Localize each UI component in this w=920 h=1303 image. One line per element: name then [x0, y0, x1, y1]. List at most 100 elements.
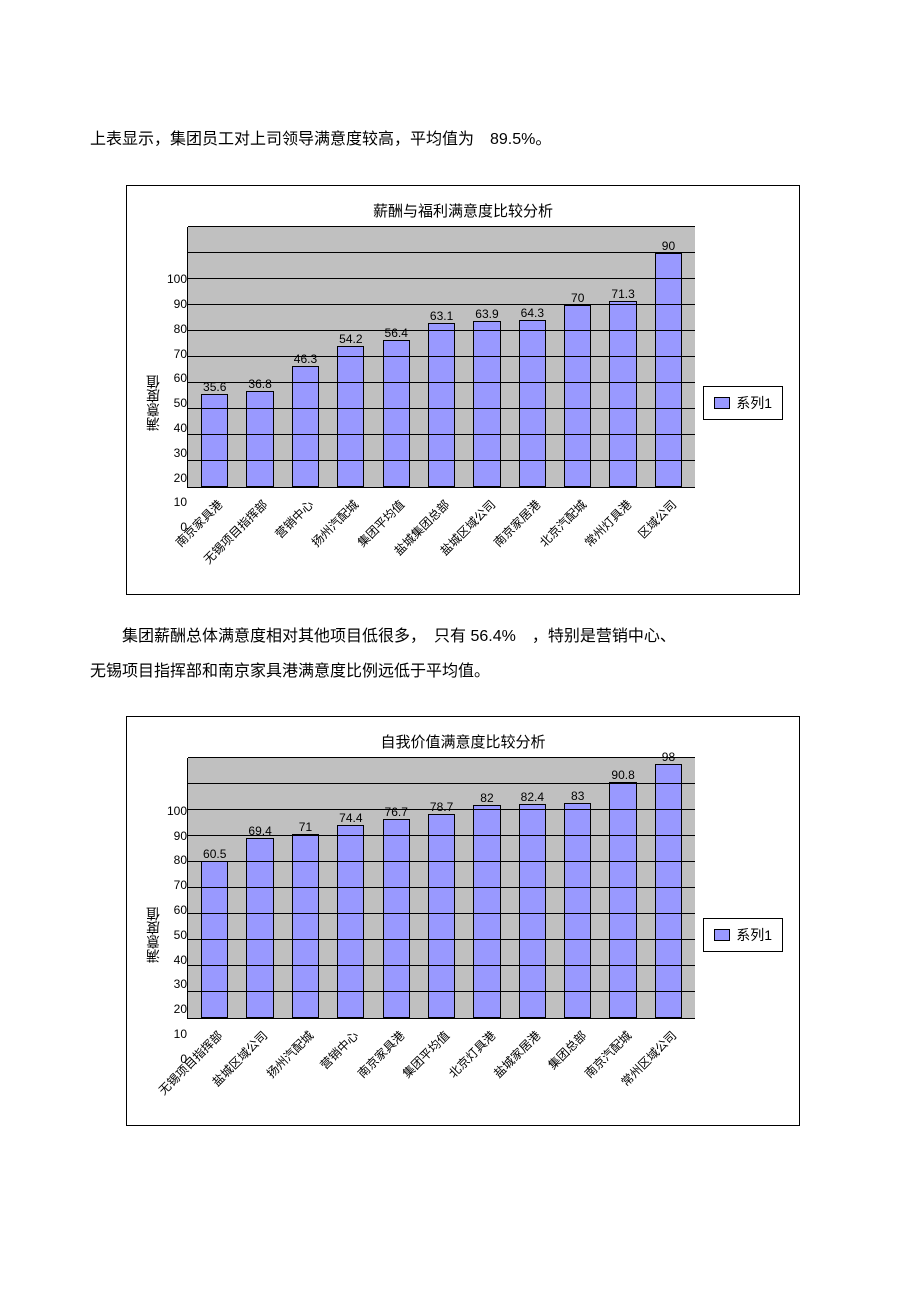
bar: 63.9 — [473, 321, 500, 487]
grid-line — [188, 757, 695, 758]
bar: 98 — [655, 764, 682, 1019]
chart2-plot: 60.5 69.4 71 74.4 76.7 78.7 82 82.4 83 90.8 98 — [187, 758, 695, 1019]
bar-value-label: 82.4 — [521, 790, 544, 804]
bar-value-label: 46.3 — [294, 352, 317, 366]
bar: 36.8 — [246, 391, 273, 487]
bar-slot: 76.7 — [374, 758, 419, 1018]
bar: 64.3 — [519, 320, 546, 487]
bar-value-label: 90 — [662, 239, 675, 253]
bar-slot: 56.4 — [374, 227, 419, 487]
grid-line — [188, 965, 695, 966]
bar-value-label: 54.2 — [339, 332, 362, 346]
intro-text: 上表显示，集团员工对上司领导满意度较高，平均值为 89.5%。 — [90, 126, 830, 155]
y-tick: 100 — [167, 273, 187, 285]
chart1-title: 薪酬与福利满意度比较分析 — [143, 200, 783, 221]
bar-value-label: 82 — [480, 791, 493, 805]
chart1-x-ticks: 南京家具港无锡项目指挥部营销中心扬州汽配城集团平均值盐城集团总部盐城区域公司南京… — [187, 488, 695, 580]
x-tick: 常州区域公司 — [646, 1021, 691, 1111]
grid-line — [188, 434, 695, 435]
grid-line — [188, 408, 695, 409]
chart1-legend-label: 系列1 — [736, 393, 772, 413]
bar-slot: 64.3 — [510, 227, 555, 487]
chart1-y-ticks: 0102030405060708090100 — [167, 273, 187, 533]
chart2-x-ticks: 无锡项目指挥部盐城区域公司扬州汽配城营销中心南京家具港集团平均值北京灯具港盐城家… — [187, 1019, 695, 1111]
bar: 76.7 — [383, 819, 410, 1018]
y-tick: 60 — [167, 372, 187, 384]
bar-slot: 63.9 — [464, 227, 509, 487]
y-tick: 90 — [167, 830, 187, 842]
y-tick: 70 — [167, 879, 187, 891]
bar-slot: 69.4 — [237, 758, 282, 1018]
y-tick: 70 — [167, 348, 187, 360]
chart2-legend: 系列1 — [703, 918, 783, 952]
grid-line — [188, 939, 695, 940]
chart2-y-ticks: 0102030405060708090100 — [167, 805, 187, 1065]
chart2-y-label: 满意度值 — [143, 907, 163, 963]
bar-slot: 82.4 — [510, 758, 555, 1018]
grid-line — [188, 252, 695, 253]
series1-swatch-icon — [714, 929, 730, 941]
bar-slot: 35.6 — [192, 227, 237, 487]
grid-line — [188, 913, 695, 914]
y-tick: 100 — [167, 805, 187, 817]
bar-value-label: 60.5 — [203, 847, 226, 861]
bar-slot: 83 — [555, 758, 600, 1018]
bar: 82 — [473, 805, 500, 1018]
bar: 56.4 — [383, 340, 410, 487]
bar-slot: 71.3 — [600, 227, 645, 487]
mid-text-1: 集团薪酬总体满意度相对其他项目低很多， 只有 56.4% ，特别是营销中心、 — [90, 623, 830, 652]
bar-value-label: 76.7 — [385, 805, 408, 819]
y-tick: 80 — [167, 854, 187, 866]
bar-slot: 70 — [555, 227, 600, 487]
x-tick: 盐城家居港 — [509, 1021, 554, 1111]
grid-line — [188, 809, 695, 810]
grid-line — [188, 460, 695, 461]
bar-slot: 71 — [283, 758, 328, 1018]
bar-slot: 60.5 — [192, 758, 237, 1018]
y-tick: 20 — [167, 1003, 187, 1015]
chart2-bars: 60.5 69.4 71 74.4 76.7 78.7 82 82.4 83 90.8 98 — [188, 758, 695, 1018]
grid-line — [188, 887, 695, 888]
grid-line — [188, 861, 695, 862]
mid-text-2: 无锡项目指挥部和南京家具港满意度比例远低于平均值。 — [90, 658, 830, 687]
x-tick: 区域公司 — [646, 490, 691, 580]
y-tick: 40 — [167, 422, 187, 434]
bar-value-label: 90.8 — [611, 768, 634, 782]
bar-slot: 98 — [646, 758, 691, 1018]
bar-value-label: 70 — [571, 291, 584, 305]
bar-value-label: 83 — [571, 789, 584, 803]
y-tick: 50 — [167, 397, 187, 409]
bar: 78.7 — [428, 814, 455, 1019]
y-tick: 30 — [167, 447, 187, 459]
grid-line — [188, 304, 695, 305]
bar: 54.2 — [337, 346, 364, 487]
y-tick: 60 — [167, 904, 187, 916]
chart1-bars: 35.6 36.8 46.3 54.2 56.4 63.1 63.9 64.3 70 71.3 90 — [188, 227, 695, 487]
bar-value-label: 71 — [299, 820, 312, 834]
bar-value-label: 63.1 — [430, 309, 453, 323]
bar: 63.1 — [428, 323, 455, 487]
series1-swatch-icon — [714, 397, 730, 409]
chart2-legend-label: 系列1 — [736, 925, 772, 945]
chart-salary-benefits: 薪酬与福利满意度比较分析 满意度值 0102030405060708090100… — [126, 185, 800, 595]
chart1-plot: 35.6 36.8 46.3 54.2 56.4 63.1 63.9 64.3 70 71.3 90 — [187, 227, 695, 488]
chart2-title: 自我价值满意度比较分析 — [143, 731, 783, 752]
bar: 46.3 — [292, 366, 319, 486]
bar-value-label: 78.7 — [430, 800, 453, 814]
bar-slot: 90 — [646, 227, 691, 487]
bar-value-label: 74.4 — [339, 811, 362, 825]
grid-line — [188, 382, 695, 383]
bar-value-label: 63.9 — [475, 307, 498, 321]
y-tick: 30 — [167, 978, 187, 990]
y-tick: 90 — [167, 298, 187, 310]
grid-line — [188, 226, 695, 227]
bar: 90.8 — [609, 782, 636, 1018]
chart1-y-label: 满意度值 — [143, 375, 163, 431]
bar: 74.4 — [337, 825, 364, 1018]
bar-slot: 46.3 — [283, 227, 328, 487]
y-tick: 80 — [167, 323, 187, 335]
bar-slot: 54.2 — [328, 227, 373, 487]
grid-line — [188, 356, 695, 357]
grid-line — [188, 783, 695, 784]
bar-value-label: 71.3 — [611, 287, 634, 301]
